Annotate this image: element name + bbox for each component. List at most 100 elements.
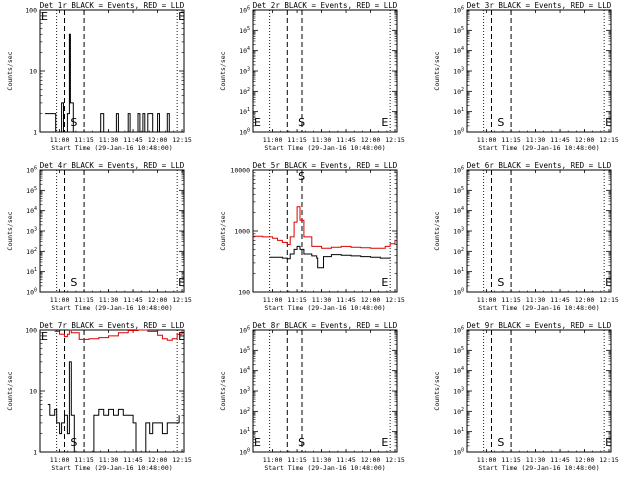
- y-tick-base: 10: [26, 248, 34, 256]
- detector-panel: Det 6r BLACK = Events, RED = LLD 11:00 11:…: [433, 161, 619, 312]
- y-tick-exp: 5: [247, 346, 250, 352]
- y-tick-base: 10: [453, 88, 461, 96]
- detector-panel: Det 5r BLACK = Events, RED = LLD 11:00 11:…: [219, 161, 405, 312]
- event-marker-label: E: [178, 10, 185, 23]
- y-tick-label: 101: [26, 267, 37, 276]
- y-tick-exp: 3: [247, 387, 250, 393]
- y-tick-label: 104: [453, 366, 464, 375]
- y-tick-exp: 2: [247, 407, 250, 413]
- x-tick-label: 11:15: [501, 456, 521, 464]
- event-marker-label: E: [178, 276, 185, 289]
- event-marker-label: S: [497, 436, 504, 449]
- x-tick-label: 11:45: [336, 456, 356, 464]
- x-tick-label: 11:00: [263, 296, 283, 304]
- y-tick-exp: 1: [247, 427, 250, 433]
- y-tick-exp: 0: [247, 128, 250, 134]
- y-tick-base: 10: [26, 187, 34, 195]
- y-tick-label: 100: [239, 128, 250, 137]
- y-tick-base: 10: [453, 7, 461, 15]
- y-tick-base: 10: [453, 68, 461, 76]
- y-tick-exp: 6: [247, 326, 250, 332]
- y-tick-base: 10: [453, 167, 461, 175]
- x-axis-label: Start Time (29-Jan-16 10:48:00): [51, 304, 172, 312]
- plot-frame: [39, 169, 185, 293]
- plot-frame: [252, 169, 398, 293]
- y-tick-base: 10: [239, 68, 247, 76]
- y-tick-exp: 3: [247, 67, 250, 73]
- event-marker-label: E: [254, 116, 261, 129]
- y-tick-exp: 4: [461, 206, 464, 212]
- y-tick-label: 102: [239, 87, 250, 96]
- y-tick-exp: 4: [461, 366, 464, 372]
- y-tick-base: 10: [239, 388, 247, 396]
- y-tick-exp: 1: [461, 107, 464, 113]
- y-tick-label: 105: [453, 26, 464, 35]
- x-tick-label: 12:00: [575, 456, 595, 464]
- y-tick-exp: 3: [34, 227, 37, 233]
- x-tick-label: 11:30: [526, 136, 546, 144]
- y-tick-label: 105: [453, 186, 464, 195]
- y-tick-base: 10: [453, 268, 461, 276]
- x-tick-label: 12:15: [172, 456, 192, 464]
- y-tick-exp: 6: [247, 6, 250, 12]
- y-axis-label: Counts/sec: [433, 51, 441, 90]
- y-tick-base: 10: [453, 367, 461, 375]
- panel-title: Det 1r BLACK = Events, RED = LLD: [40, 1, 185, 10]
- y-tick-label: 1: [33, 449, 37, 457]
- y-tick-exp: 1: [247, 107, 250, 113]
- panel-title: Det 4r BLACK = Events, RED = LLD: [40, 161, 185, 170]
- y-tick-label: 101: [239, 107, 250, 116]
- panel-title: Det 9r BLACK = Events, RED = LLD: [467, 321, 612, 330]
- x-axis-label: Start Time (29-Jan-16 10:48:00): [51, 144, 172, 152]
- y-tick-base: 10: [239, 108, 247, 116]
- event-marker-label: E: [381, 436, 388, 449]
- x-tick-label: 11:45: [550, 296, 570, 304]
- y-tick-label: 105: [453, 346, 464, 355]
- series-line: [253, 206, 396, 249]
- y-tick-label: 100: [25, 327, 37, 335]
- x-tick-label: 12:00: [575, 136, 595, 144]
- detector-panel: Det 2r BLACK = Events, RED = LLD 11:00 11:…: [219, 1, 405, 152]
- y-tick-exp: 1: [461, 267, 464, 273]
- y-tick-label: 105: [239, 26, 250, 35]
- x-tick-label: 12:00: [148, 136, 168, 144]
- y-tick-label: 102: [453, 247, 464, 256]
- y-tick-exp: 5: [34, 186, 37, 192]
- y-tick-label: 100: [453, 128, 464, 137]
- y-axis-label: Counts/sec: [219, 51, 227, 90]
- y-tick-base: 10: [239, 129, 247, 137]
- y-tick-label: 104: [26, 206, 37, 215]
- y-tick-base: 10: [453, 228, 461, 236]
- y-tick-exp: 2: [461, 87, 464, 93]
- x-tick-label: 11:45: [123, 136, 143, 144]
- y-tick-label: 104: [453, 206, 464, 215]
- event-marker-label: E: [41, 10, 48, 23]
- x-tick-label: 11:00: [50, 456, 70, 464]
- series-line: [47, 361, 180, 453]
- y-tick-label: 102: [239, 407, 250, 416]
- event-marker-label: S: [298, 436, 305, 449]
- y-tick-label: 100: [238, 289, 250, 297]
- y-tick-base: 10: [453, 347, 461, 355]
- y-tick-base: 10: [453, 289, 461, 297]
- y-axis-label: Counts/sec: [219, 211, 227, 250]
- x-tick-label: 11:15: [74, 456, 94, 464]
- y-tick-label: 101: [453, 267, 464, 276]
- event-marker-label: E: [381, 116, 388, 129]
- y-tick-base: 10: [239, 47, 247, 55]
- y-tick-base: 10: [239, 428, 247, 436]
- event-marker-label: E: [254, 436, 261, 449]
- y-tick-base: 10: [26, 268, 34, 276]
- y-tick-base: 10: [26, 167, 34, 175]
- x-tick-label: 11:45: [123, 296, 143, 304]
- event-marker-label: E: [605, 436, 612, 449]
- y-tick-exp: 1: [461, 427, 464, 433]
- y-tick-exp: 0: [461, 448, 464, 454]
- event-marker-label: S: [298, 170, 305, 183]
- y-tick-exp: 5: [461, 186, 464, 192]
- y-tick-label: 105: [239, 346, 250, 355]
- y-tick-exp: 1: [34, 267, 37, 273]
- event-marker-label: S: [298, 116, 305, 129]
- x-tick-label: 12:15: [385, 456, 405, 464]
- y-tick-label: 102: [453, 407, 464, 416]
